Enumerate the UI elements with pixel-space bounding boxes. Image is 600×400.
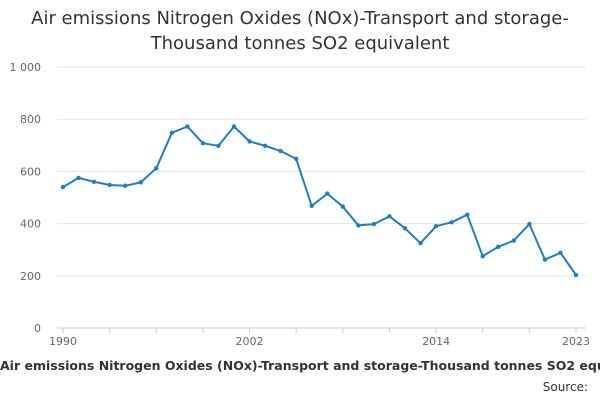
data-point-2023[interactable] <box>573 272 579 278</box>
data-point-2005[interactable] <box>293 156 299 162</box>
data-point-2015[interactable] <box>449 220 454 225</box>
source-note: Source: <box>542 380 588 394</box>
data-point-1998[interactable] <box>185 124 190 129</box>
x-tick-label-2014: 2014 <box>422 335 450 348</box>
data-point-2018[interactable] <box>496 244 501 250</box>
y-tick-label-5: 1 000 <box>10 61 42 74</box>
data-point-2010[interactable] <box>371 221 377 227</box>
data-point-2017[interactable] <box>480 254 485 259</box>
y-tick-label-1: 200 <box>20 270 41 283</box>
data-point-2001[interactable] <box>231 124 237 129</box>
data-point-2009[interactable] <box>356 223 361 228</box>
data-point-1996[interactable] <box>154 166 159 171</box>
data-point-2022[interactable] <box>558 250 563 256</box>
data-point-1990[interactable] <box>60 184 66 190</box>
data-point-1994[interactable] <box>122 183 128 188</box>
data-point-2008[interactable] <box>340 204 346 209</box>
y-tick-label-4: 800 <box>20 113 41 126</box>
data-point-2014[interactable] <box>433 224 439 229</box>
data-point-2003[interactable] <box>262 143 268 149</box>
data-point-2019[interactable] <box>511 238 517 243</box>
data-point-1997[interactable] <box>169 130 175 135</box>
x-axis: 1990 2002 2014 2023 <box>49 328 590 348</box>
chart-title: Air emissions Nitrogen Oxides (NOx)-Tran… <box>0 6 600 56</box>
y-tick-label-3: 600 <box>20 165 41 178</box>
data-point-2011[interactable] <box>387 214 392 219</box>
data-point-2006[interactable] <box>309 203 314 209</box>
x-tick-label-1990: 1990 <box>49 335 77 348</box>
series-line-path <box>62 125 577 276</box>
data-point-2021[interactable] <box>542 257 548 262</box>
data-point-1995[interactable] <box>138 180 143 185</box>
x-tick-label-2002: 2002 <box>236 335 264 348</box>
x-tick-label-2023: 2023 <box>562 335 590 348</box>
gridlines <box>57 66 586 329</box>
data-point-1991[interactable] <box>76 175 81 181</box>
data-point-2007[interactable] <box>325 191 330 196</box>
data-point-2004[interactable] <box>278 148 283 154</box>
data-point-2013[interactable] <box>418 240 423 246</box>
x-axis-label: Air emissions Nitrogen Oxides (NOx)-Tran… <box>0 358 600 373</box>
data-points <box>60 124 579 278</box>
data-point-1993[interactable] <box>107 182 112 188</box>
data-point-2002[interactable] <box>247 139 252 144</box>
chart-title-line-1: Air emissions Nitrogen Oxides (NOx)-Tran… <box>31 8 569 29</box>
data-point-1992[interactable] <box>91 179 97 185</box>
x-axis-label-text: Air emissions Nitrogen Oxides (NOx)-Tran… <box>0 358 600 373</box>
y-tick-label-2: 400 <box>20 218 41 231</box>
data-point-2016[interactable] <box>464 212 470 217</box>
data-point-2000[interactable] <box>216 143 221 149</box>
chart-title-line-2: Thousand tonnes SO2 equivalent <box>150 33 450 54</box>
data-point-2020[interactable] <box>527 221 532 227</box>
data-point-1999[interactable] <box>200 141 206 146</box>
y-tick-label-0: 0 <box>34 322 41 335</box>
data-point-2012[interactable] <box>402 226 408 231</box>
y-axis-tick-labels: 0 200 400 600 800 1 000 <box>10 61 42 335</box>
series-line <box>62 125 577 276</box>
